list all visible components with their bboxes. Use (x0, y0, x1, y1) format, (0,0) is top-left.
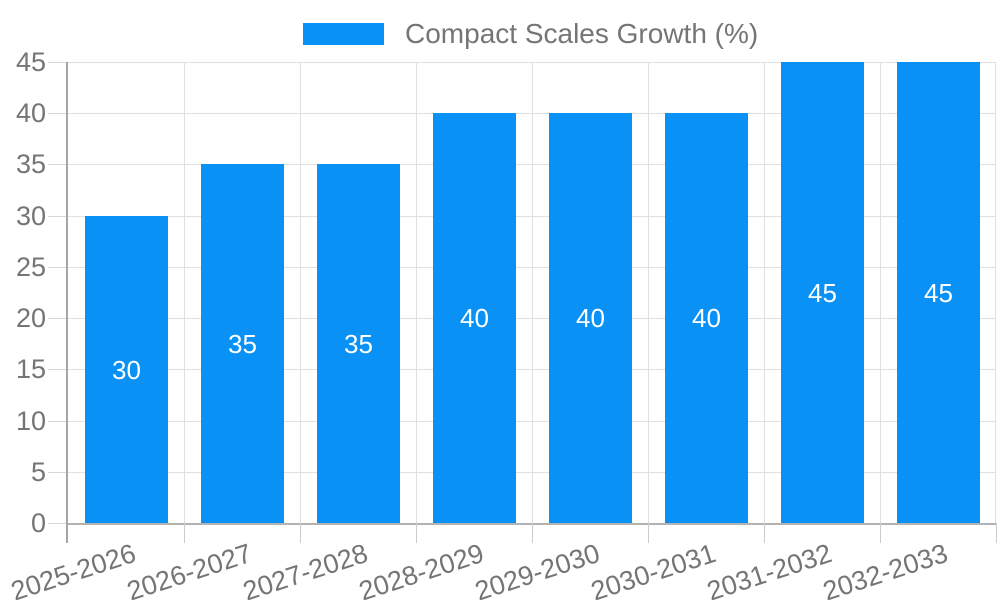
bar-value-label: 40 (692, 303, 721, 333)
y-axis-tick-label: 15 (15, 354, 46, 384)
y-tick-mark (48, 113, 66, 114)
y-axis-tick-label: 35 (15, 149, 46, 179)
y-axis-tick-label: 0 (30, 508, 46, 538)
x-tick-mark (648, 523, 649, 543)
legend-label: Compact Scales Growth (%) (405, 18, 759, 49)
bar: 45 (897, 62, 980, 523)
x-tick-mark (184, 523, 185, 543)
x-gridline (416, 62, 417, 523)
y-tick-mark (48, 472, 66, 473)
y-tick-mark (48, 523, 66, 524)
x-tick-mark (416, 523, 417, 543)
x-axis-category-label: 2028-2029 (355, 538, 488, 600)
x-gridline (764, 62, 765, 523)
bar: 30 (85, 216, 168, 523)
x-gridline (648, 62, 649, 523)
x-gridline (880, 62, 881, 523)
x-tick-mark (66, 523, 68, 543)
x-axis-category-label: 2029-2030 (471, 538, 604, 600)
x-axis-category-label: 2025-2026 (7, 538, 140, 600)
x-axis-category-label: 2030-2031 (587, 538, 720, 600)
bar-value-label: 40 (460, 303, 489, 333)
x-gridline (184, 62, 185, 523)
y-axis-tick-label: 20 (15, 303, 46, 333)
legend-swatch (303, 23, 384, 45)
bar: 40 (433, 113, 516, 523)
x-gridline (532, 62, 533, 523)
y-tick-mark (48, 318, 66, 319)
x-tick-mark (996, 523, 997, 543)
bar-value-label: 35 (228, 328, 257, 359)
x-axis-category-label: 2032-2033 (819, 538, 952, 600)
x-gridline (300, 62, 301, 523)
x-tick-mark (880, 523, 881, 543)
y-tick-mark (48, 216, 66, 217)
y-axis-tick-label: 10 (15, 406, 46, 436)
plot-area: 30 35 35 40 40 40 45 45 (66, 62, 996, 525)
bar: 35 (201, 164, 284, 523)
y-tick-mark (48, 267, 66, 268)
x-tick-mark (532, 523, 533, 543)
y-tick-mark (48, 164, 66, 165)
y-tick-mark (48, 369, 66, 370)
y-tick-mark (48, 62, 66, 63)
y-axis-tick-label: 40 (15, 98, 46, 128)
x-axis-category-label: 2026-2027 (123, 538, 256, 600)
bar-value-label: 30 (112, 354, 141, 385)
x-gridline (995, 62, 996, 523)
bar: 40 (665, 113, 748, 523)
x-tick-mark (764, 523, 765, 543)
x-tick-mark (300, 523, 301, 543)
y-axis-tick-label: 5 (30, 457, 46, 487)
bar: 45 (781, 62, 864, 523)
y-tick-mark (48, 421, 66, 422)
x-axis-category-label: 2031-2032 (703, 538, 836, 600)
bar-value-label: 40 (576, 303, 605, 333)
bar-value-label: 45 (924, 277, 953, 308)
bar-value-label: 45 (808, 277, 837, 308)
y-axis-tick-label: 25 (15, 252, 46, 282)
bar-value-label: 35 (344, 328, 373, 359)
y-axis-tick-label: 30 (15, 201, 46, 231)
y-axis-tick-label: 45 (15, 47, 46, 77)
x-axis-category-label: 2027-2028 (239, 538, 372, 600)
bar: 40 (549, 113, 632, 523)
bar: 35 (317, 164, 400, 523)
